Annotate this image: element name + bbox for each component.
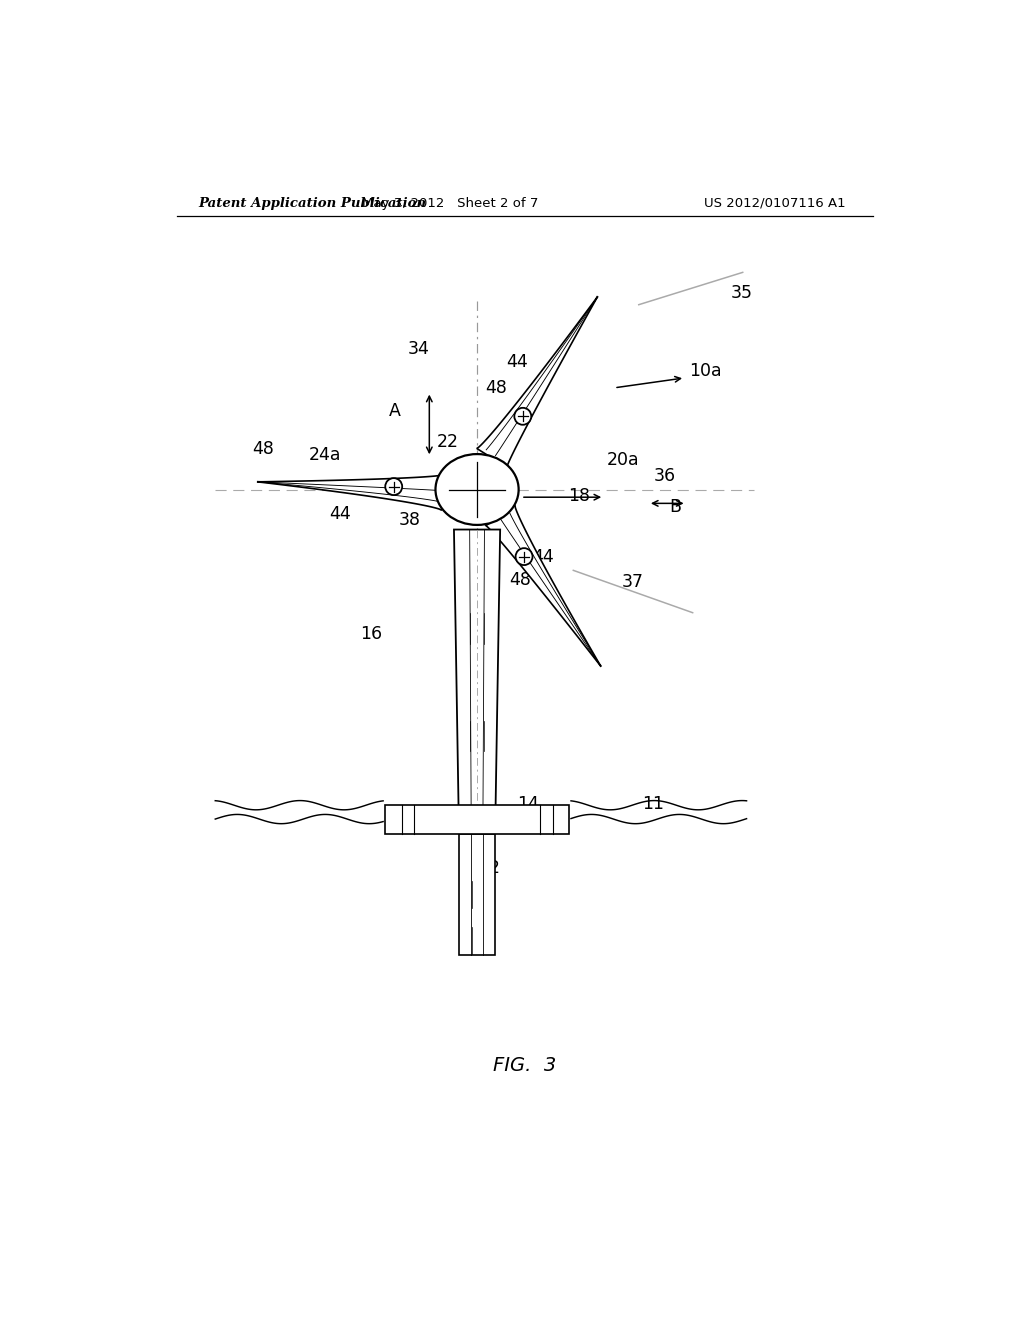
Text: 48: 48 xyxy=(252,441,274,458)
Circle shape xyxy=(515,548,532,565)
Text: 36: 36 xyxy=(654,467,676,484)
Text: FIG.  3: FIG. 3 xyxy=(494,1056,556,1074)
Text: A: A xyxy=(388,403,400,420)
Polygon shape xyxy=(454,529,500,809)
Circle shape xyxy=(385,478,402,495)
Text: 24a: 24a xyxy=(309,446,342,463)
Text: 35: 35 xyxy=(731,284,754,302)
Text: 11: 11 xyxy=(643,795,665,813)
Text: 48: 48 xyxy=(509,572,531,589)
Ellipse shape xyxy=(435,454,518,525)
Text: B: B xyxy=(670,498,682,516)
Text: 37: 37 xyxy=(622,573,644,591)
Text: 44: 44 xyxy=(506,354,528,371)
Text: 18: 18 xyxy=(568,487,590,504)
Text: May 3, 2012   Sheet 2 of 7: May 3, 2012 Sheet 2 of 7 xyxy=(361,197,539,210)
Bar xyxy=(460,834,495,956)
Polygon shape xyxy=(258,475,443,511)
Text: 10a: 10a xyxy=(689,362,722,380)
Text: 38: 38 xyxy=(398,511,421,529)
Text: US 2012/0107116 A1: US 2012/0107116 A1 xyxy=(705,197,846,210)
Bar xyxy=(385,805,569,834)
Polygon shape xyxy=(486,506,601,667)
Text: 22: 22 xyxy=(437,433,459,450)
Polygon shape xyxy=(477,297,598,467)
Circle shape xyxy=(514,408,531,425)
Text: 48: 48 xyxy=(484,379,507,397)
Text: 34: 34 xyxy=(408,341,430,358)
Text: Patent Application Publication: Patent Application Publication xyxy=(199,197,426,210)
Text: 20a: 20a xyxy=(606,451,639,469)
Text: 44: 44 xyxy=(532,548,554,566)
Text: 44: 44 xyxy=(330,506,351,523)
Text: 16: 16 xyxy=(360,626,382,643)
Text: 12: 12 xyxy=(478,859,501,878)
Text: 14: 14 xyxy=(517,795,539,813)
